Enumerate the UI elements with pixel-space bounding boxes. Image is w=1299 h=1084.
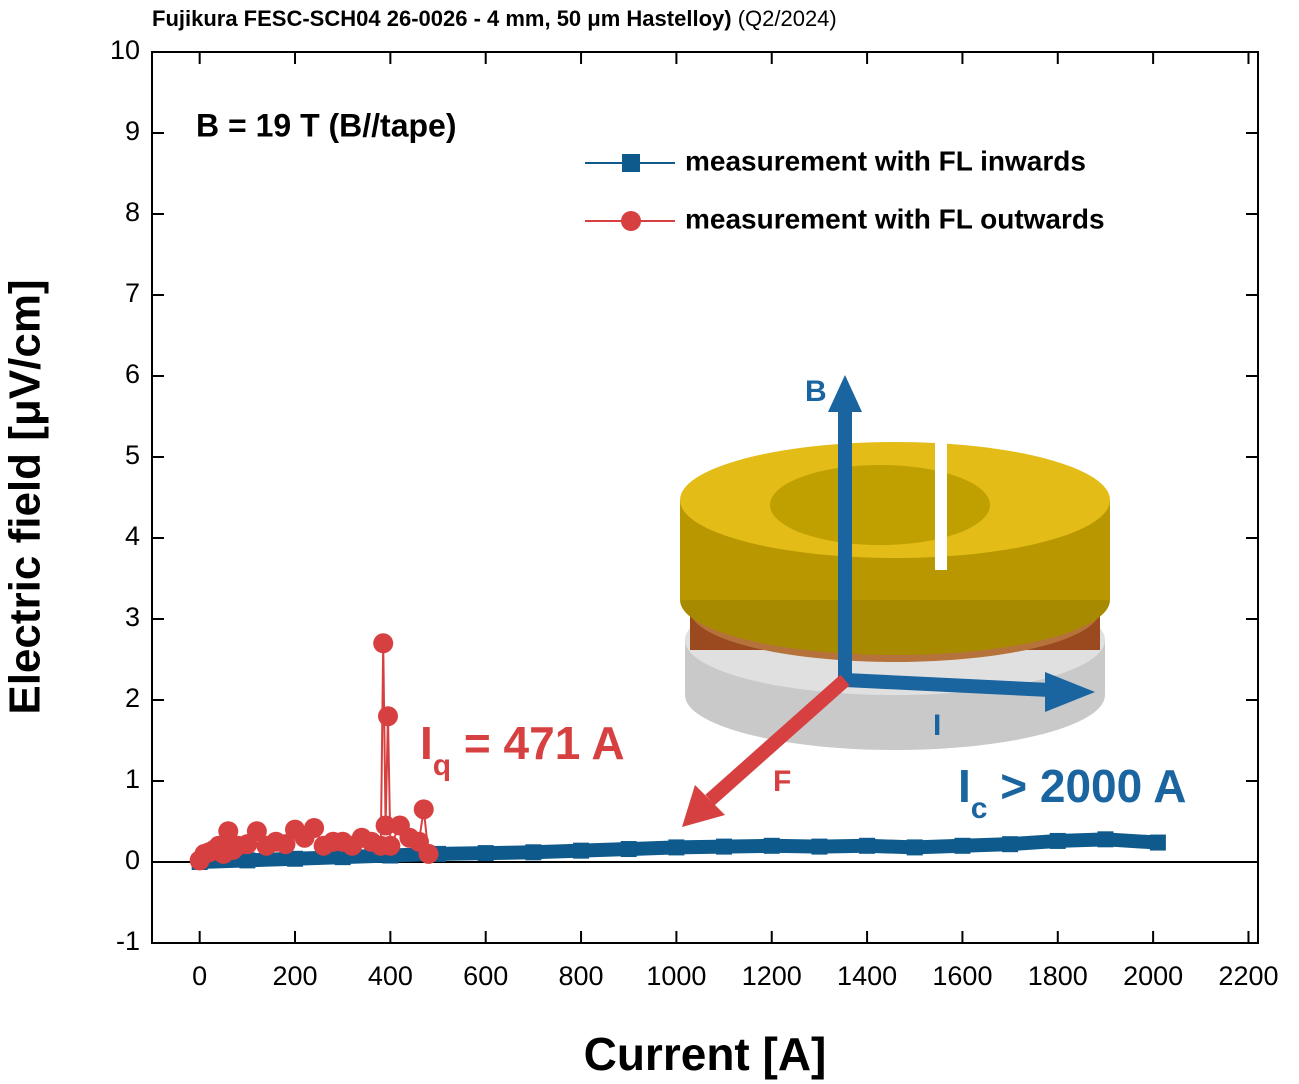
y-tick-label: 1 [125, 764, 140, 794]
y-tick-label: 5 [125, 440, 140, 470]
x-tick-label: 1000 [646, 961, 706, 991]
inset-label: B [805, 375, 827, 408]
x-tick-label: 2000 [1123, 961, 1183, 991]
chart-title: Fujikura FESC-SCH04 26-0026 - 4 mm, 50 μ… [152, 6, 837, 31]
x-tick-label: 1200 [742, 961, 802, 991]
annotation-text: I [958, 760, 971, 812]
marker [811, 838, 828, 855]
marker [525, 844, 542, 861]
title-note: (Q2/2024) [738, 6, 837, 31]
x-tick-label: 0 [192, 961, 207, 991]
inset-label: F [773, 765, 791, 798]
marker [859, 837, 876, 854]
marker [275, 834, 296, 855]
marker [304, 817, 325, 838]
y-tick-label: 3 [125, 602, 140, 632]
marker [380, 835, 401, 856]
annotation-sub: q [433, 749, 451, 782]
y-tick-label: 4 [125, 521, 140, 551]
annotation-sub: c [971, 792, 988, 825]
marker [373, 633, 394, 654]
series [189, 633, 439, 871]
marker [763, 837, 780, 854]
marker [1149, 834, 1166, 851]
marker [375, 815, 396, 836]
legend-marker [622, 154, 640, 172]
y-tick-label: 7 [125, 278, 140, 308]
x-tick-label: 2200 [1218, 961, 1278, 991]
x-tick-label: 1400 [837, 961, 897, 991]
annotation-text: = 471 A [451, 717, 624, 769]
marker [377, 706, 398, 727]
inset-label: I [933, 709, 941, 742]
marker [1049, 832, 1066, 849]
x-tick-label: 400 [368, 961, 413, 991]
marker [477, 845, 494, 862]
legend-label: measurement with FL inwards [685, 145, 1086, 176]
marker [287, 850, 304, 867]
annotation-text: I [420, 717, 433, 769]
marker [573, 842, 590, 859]
annotation: B = 19 T (B//tape) [196, 107, 457, 143]
y-tick-label: 9 [125, 116, 140, 146]
marker [620, 841, 637, 858]
y-tick-label: -1 [116, 926, 140, 956]
marker [218, 821, 239, 842]
marker [668, 839, 685, 856]
y-tick-label: 8 [125, 197, 140, 227]
annotation: Iq = 471 A [420, 717, 625, 782]
title-main: Fujikura FESC-SCH04 26-0026 - 4 mm, 50 μ… [152, 6, 732, 31]
marker [716, 838, 733, 855]
y-axis-label: Electric field [μV/cm] [1, 279, 50, 714]
marker [1002, 836, 1019, 853]
marker [906, 839, 923, 856]
marker [418, 843, 439, 864]
x-tick-label: 800 [559, 961, 604, 991]
x-tick-label: 1600 [932, 961, 992, 991]
legend-marker [621, 211, 641, 231]
x-tick-label: 200 [272, 961, 317, 991]
annotation-text: > 2000 A [987, 760, 1186, 812]
x-axis-label: Current [A] [584, 1028, 827, 1080]
annotation: Ic > 2000 A [958, 760, 1187, 825]
marker [954, 837, 971, 854]
marker [239, 852, 256, 869]
marker [246, 821, 267, 842]
marker [1097, 831, 1114, 848]
plot-frame [151, 51, 1259, 944]
inset-illustration [680, 430, 1110, 750]
x-tick-label: 600 [463, 961, 508, 991]
y-tick-label: 10 [110, 35, 140, 65]
marker [413, 799, 434, 820]
legend-label: measurement with FL outwards [685, 203, 1105, 234]
y-tick-label: 6 [125, 359, 140, 389]
inset-arrows [682, 375, 1095, 827]
y-tick-label: 0 [125, 845, 140, 875]
x-tick-label: 1800 [1028, 961, 1088, 991]
y-tick-label: 2 [125, 683, 140, 713]
